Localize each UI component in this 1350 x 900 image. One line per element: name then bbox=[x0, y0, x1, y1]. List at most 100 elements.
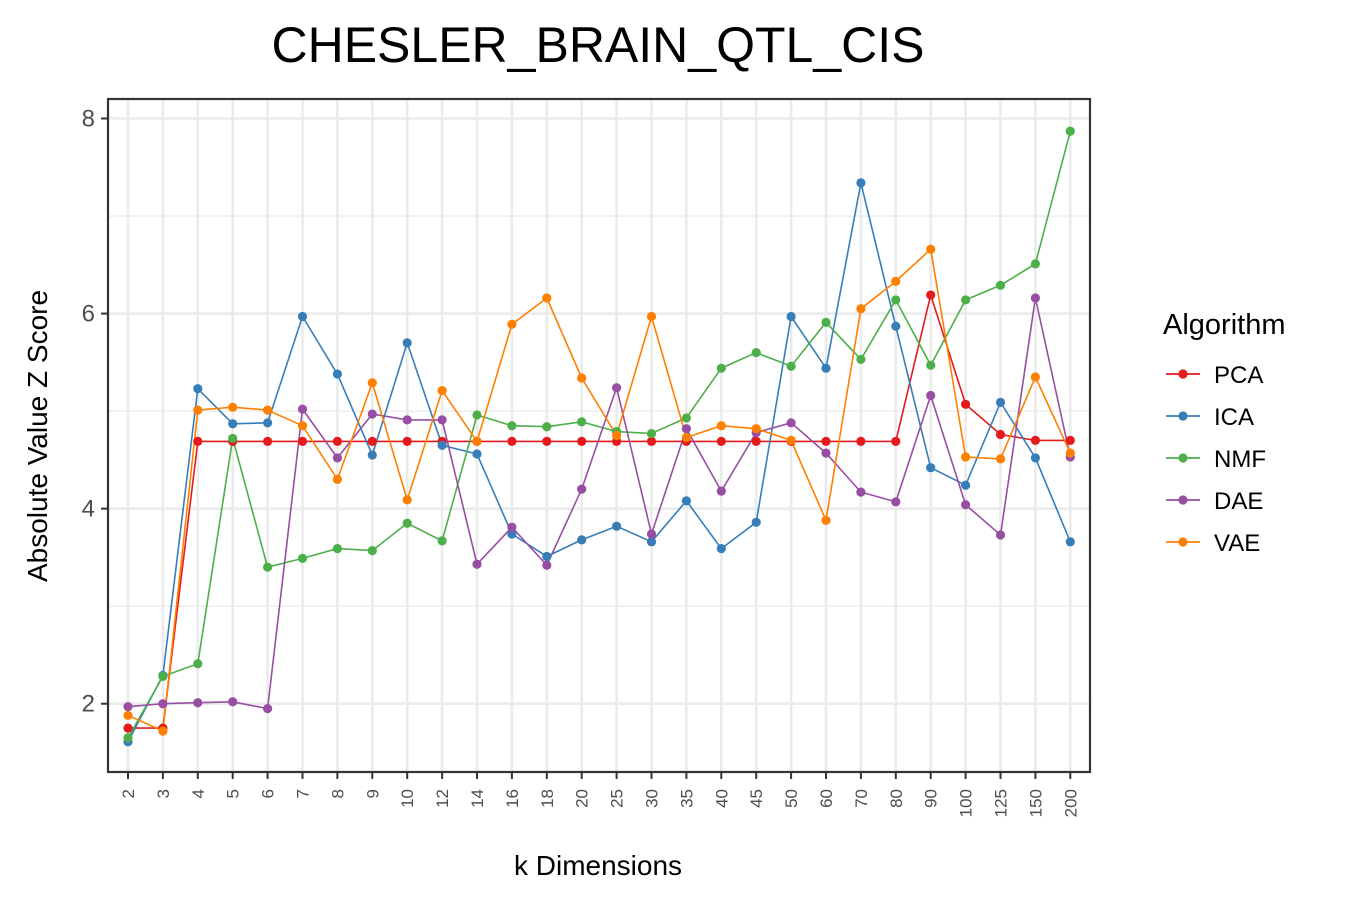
data-point-ica bbox=[1030, 453, 1040, 463]
data-point-vae bbox=[646, 311, 657, 322]
data-point-pca bbox=[577, 436, 587, 446]
data-point-vae bbox=[367, 378, 377, 388]
data-point-ica bbox=[646, 537, 657, 547]
data-point-dae bbox=[367, 409, 377, 419]
data-point-nmf bbox=[926, 360, 936, 370]
data-point-dae bbox=[158, 699, 168, 709]
x-tick-label: 40 bbox=[712, 789, 731, 808]
data-point-pca bbox=[926, 290, 936, 300]
data-point-pca bbox=[1065, 435, 1075, 445]
data-point-dae bbox=[542, 560, 552, 570]
x-tick-label: 14 bbox=[468, 789, 487, 808]
chart-title: CHESLER_BRAIN_QTL_CIS bbox=[271, 17, 924, 73]
x-tick-label: 30 bbox=[643, 789, 662, 808]
x-tick-label: 7 bbox=[294, 789, 313, 798]
data-point-nmf bbox=[193, 659, 203, 669]
data-point-pca bbox=[402, 436, 412, 446]
data-point-nmf bbox=[681, 413, 692, 423]
data-point-dae bbox=[1030, 293, 1040, 303]
data-point-pca bbox=[542, 436, 552, 446]
data-point-ica bbox=[297, 311, 308, 322]
data-point-dae bbox=[472, 559, 482, 569]
data-point-vae bbox=[332, 474, 342, 484]
x-tick-label: 90 bbox=[922, 789, 941, 808]
x-tick-label: 70 bbox=[852, 789, 871, 808]
data-point-ica bbox=[437, 440, 447, 450]
data-point-pca bbox=[263, 436, 273, 446]
data-point-ica bbox=[193, 384, 203, 394]
data-point-dae bbox=[856, 487, 866, 497]
data-point-dae bbox=[995, 530, 1006, 540]
data-point-dae bbox=[507, 522, 517, 532]
data-point-ica bbox=[751, 517, 761, 527]
data-point-ica bbox=[856, 178, 866, 188]
series-line-vae bbox=[127, 247, 1072, 733]
data-point-dae bbox=[263, 704, 273, 714]
x-tick-label: 200 bbox=[1061, 789, 1080, 817]
data-point-vae bbox=[542, 293, 552, 303]
data-point-vae bbox=[193, 405, 203, 415]
legend-label-pca: PCA bbox=[1214, 362, 1263, 389]
legend-label-vae: VAE bbox=[1214, 530, 1260, 557]
data-point-pca bbox=[123, 723, 133, 733]
x-tick-label: 35 bbox=[677, 789, 696, 808]
data-point-ica bbox=[1065, 537, 1075, 547]
series-line-ica bbox=[127, 182, 1072, 743]
data-point-pca bbox=[751, 436, 761, 446]
data-point-vae bbox=[612, 430, 622, 441]
legend-key-point bbox=[1178, 411, 1188, 421]
data-point-vae bbox=[1065, 448, 1075, 458]
data-point-ica bbox=[612, 521, 622, 531]
data-point-pca bbox=[961, 399, 971, 409]
data-point-dae bbox=[926, 390, 936, 401]
data-point-dae bbox=[891, 497, 901, 507]
data-point-nmf bbox=[263, 562, 273, 572]
data-point-nmf bbox=[367, 545, 377, 556]
data-point-ica bbox=[367, 450, 377, 460]
x-tick-label: 9 bbox=[363, 789, 382, 798]
series-line-nmf bbox=[127, 130, 1072, 739]
data-point-nmf bbox=[577, 417, 587, 427]
data-point-nmf bbox=[1065, 126, 1075, 136]
data-point-nmf bbox=[507, 421, 517, 431]
legend-key-point bbox=[1178, 537, 1188, 547]
data-point-dae bbox=[123, 702, 133, 712]
data-point-ica bbox=[961, 480, 971, 490]
data-point-dae bbox=[681, 424, 692, 434]
data-point-nmf bbox=[332, 544, 342, 554]
data-point-ica bbox=[891, 321, 901, 331]
data-point-ica bbox=[228, 419, 238, 429]
data-point-pca bbox=[891, 436, 901, 446]
x-tick-label: 4 bbox=[189, 789, 208, 798]
data-point-pca bbox=[507, 436, 517, 446]
data-point-nmf bbox=[856, 354, 866, 365]
data-point-ica bbox=[821, 363, 831, 373]
data-point-vae bbox=[821, 515, 831, 525]
legend-label-nmf: NMF bbox=[1214, 446, 1266, 473]
data-point-ica bbox=[577, 535, 587, 545]
data-point-nmf bbox=[542, 422, 552, 432]
data-point-vae bbox=[926, 244, 936, 254]
x-tick-label: 80 bbox=[887, 789, 906, 808]
y-tick-label: 6 bbox=[82, 301, 95, 328]
data-point-nmf bbox=[995, 280, 1006, 290]
data-point-dae bbox=[577, 484, 587, 494]
data-point-ica bbox=[402, 338, 412, 348]
data-point-nmf bbox=[1030, 259, 1040, 269]
data-point-ica bbox=[542, 551, 552, 562]
data-point-nmf bbox=[297, 553, 308, 563]
data-point-pca bbox=[821, 436, 831, 446]
data-point-pca bbox=[1030, 435, 1040, 445]
data-point-nmf bbox=[821, 317, 831, 327]
x-tick-label: 18 bbox=[538, 789, 557, 808]
data-point-pca bbox=[367, 436, 377, 446]
data-point-nmf bbox=[751, 347, 761, 358]
data-point-nmf bbox=[123, 733, 133, 743]
data-point-ica bbox=[507, 529, 517, 539]
data-point-pca bbox=[193, 436, 203, 446]
data-point-nmf bbox=[402, 518, 412, 528]
data-point-pca bbox=[995, 429, 1006, 440]
data-point-vae bbox=[961, 452, 971, 462]
